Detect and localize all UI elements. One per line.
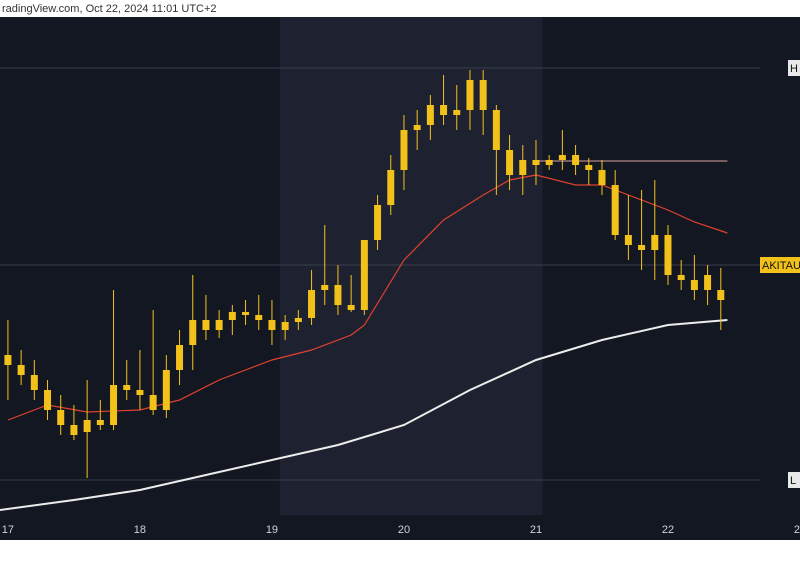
candle-body xyxy=(387,170,395,205)
level-label: AKITAU xyxy=(762,260,800,272)
candle-body xyxy=(30,375,38,390)
candle-body xyxy=(453,110,461,115)
x-tick-label: 18 xyxy=(134,524,146,536)
x-tick-label: 23 xyxy=(794,524,800,536)
candle-body xyxy=(598,170,606,185)
moving-average xyxy=(0,319,728,511)
x-tick-label: 20 xyxy=(398,524,410,536)
candle-body xyxy=(281,322,289,330)
candle-body xyxy=(57,410,65,425)
candle-body xyxy=(492,110,500,150)
candle-body xyxy=(123,385,131,390)
candle-body xyxy=(83,420,91,432)
level-label-box xyxy=(788,60,800,76)
candle-body xyxy=(374,205,382,240)
candle-body xyxy=(413,125,421,130)
x-tick-label: 21 xyxy=(530,524,542,536)
candle-body xyxy=(519,160,527,175)
candle-body xyxy=(717,290,725,300)
candle-body xyxy=(4,355,12,365)
candle-body xyxy=(110,385,118,425)
candle-body xyxy=(347,305,355,310)
level-label-box xyxy=(760,257,800,273)
level-label: H xyxy=(790,63,798,75)
candle-body xyxy=(321,285,329,290)
session-highlight xyxy=(279,17,543,515)
candle-body xyxy=(162,370,170,410)
x-tick-label: 22 xyxy=(662,524,674,536)
candle-body xyxy=(558,155,566,160)
candle-body xyxy=(334,285,342,305)
candle-body xyxy=(242,312,250,315)
candle-body xyxy=(466,80,474,110)
candle-body xyxy=(664,235,672,275)
candle-body xyxy=(268,320,276,330)
level-label-box xyxy=(788,472,800,488)
candle-body xyxy=(690,280,698,290)
candle-body xyxy=(228,312,236,320)
candle-body xyxy=(624,235,632,245)
candle-body xyxy=(426,105,434,125)
candle-body xyxy=(585,165,593,170)
candle-body xyxy=(479,80,487,110)
candle-body xyxy=(611,185,619,235)
x-tick-label: 17 xyxy=(2,524,14,536)
candle-body xyxy=(638,245,646,250)
candle-body xyxy=(704,275,712,290)
candle-body xyxy=(149,395,157,410)
candle-body xyxy=(294,318,302,322)
candle-body xyxy=(136,390,144,395)
candle-body xyxy=(506,150,514,175)
candle-body xyxy=(572,155,580,165)
level-label: L xyxy=(790,475,796,487)
candle-body xyxy=(651,235,659,250)
candle-body xyxy=(17,365,25,375)
candle-body xyxy=(215,320,223,330)
candle-body xyxy=(189,320,197,345)
candle-body xyxy=(677,275,685,280)
candle-body xyxy=(400,130,408,170)
candle-body xyxy=(176,345,184,370)
candle-body xyxy=(70,425,78,435)
candle-body xyxy=(202,320,210,330)
chart-title: radingView.com, Oct 22, 2024 11:01 UTC+2 xyxy=(2,3,217,15)
candle-body xyxy=(532,160,540,165)
candle-body xyxy=(96,420,104,425)
x-tick-label: 19 xyxy=(266,524,278,536)
candle-body xyxy=(255,315,263,320)
candle-body xyxy=(44,390,52,410)
candle-body xyxy=(360,240,368,310)
candle-body xyxy=(308,290,316,318)
candle-body xyxy=(545,160,553,165)
candle-body xyxy=(440,105,448,115)
